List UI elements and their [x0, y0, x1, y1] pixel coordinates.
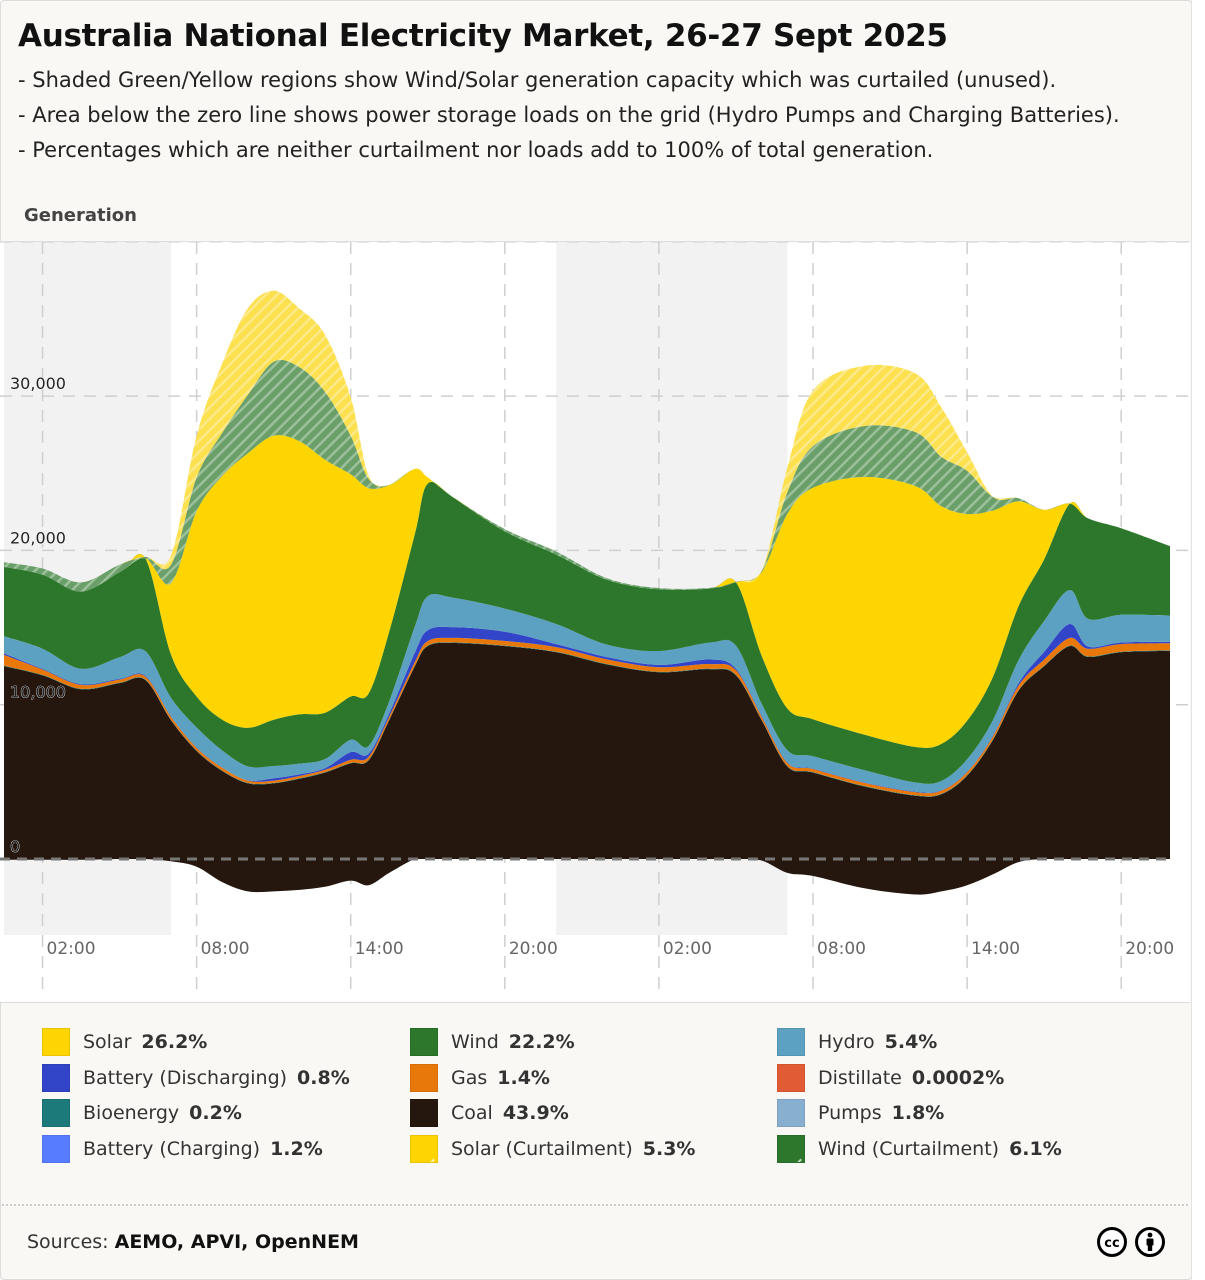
- y-tick-label: 0: [10, 837, 20, 856]
- area-chart: 0 10,000 20,000 30,000 02:00 08:00 14:00 20:00…: [0, 241, 1190, 992]
- legend-swatch: [777, 1063, 805, 1092]
- y-tick-label: 30,000: [10, 374, 66, 393]
- legend-swatch: [777, 1134, 805, 1163]
- x-tick-label: 14:00: [355, 939, 404, 959]
- legend-percentage: 5.4%: [884, 1031, 938, 1053]
- area-wind: [4, 481, 1170, 784]
- legend-item[interactable]: Gas 1.4%: [410, 1063, 550, 1092]
- legend-item[interactable]: Coal 43.9%: [410, 1099, 569, 1127]
- hatch-mark-icon: [793, 1158, 802, 1162]
- legend-item[interactable]: Battery (Charging) 1.2%: [42, 1134, 323, 1163]
- legend-swatch: [777, 1099, 805, 1127]
- legend-swatch: [410, 1063, 438, 1092]
- svg-text:cc: cc: [1104, 1236, 1119, 1251]
- legend-label: Battery (Charging): [83, 1137, 261, 1160]
- legend-percentage: 0.2%: [189, 1102, 242, 1124]
- legend-percentage: 43.9%: [502, 1102, 569, 1124]
- legend-label: Hydro: [818, 1031, 875, 1053]
- hatch-mark-icon: [426, 1158, 435, 1162]
- footer-divider: [2, 1204, 1188, 1206]
- legend-item[interactable]: Wind (Curtailment) 6.1%: [777, 1134, 1062, 1163]
- area-gas: [4, 637, 1170, 797]
- legend-label: Gas: [451, 1066, 488, 1089]
- legend-item[interactable]: Wind 22.2%: [410, 1028, 575, 1056]
- area-solar: [4, 435, 1170, 748]
- legend-item[interactable]: Hydro 5.4%: [777, 1028, 937, 1056]
- legend-label: Solar (Curtailment): [451, 1137, 633, 1160]
- legend-swatch: [42, 1099, 70, 1127]
- sources-label: Sources:: [27, 1231, 109, 1253]
- legend-swatch: [410, 1099, 438, 1127]
- sources-line: Sources: AEMO, APVI, OpenNEM: [27, 1231, 359, 1253]
- legend-label: Coal: [451, 1102, 493, 1124]
- legend-swatch: [410, 1134, 438, 1163]
- legend-percentage: 1.2%: [270, 1137, 323, 1160]
- sources-value: AEMO, APVI, OpenNEM: [114, 1231, 359, 1253]
- legend-label: Pumps: [818, 1102, 882, 1124]
- legend-item[interactable]: Bioenergy 0.2%: [42, 1099, 242, 1127]
- legend-percentage: 26.2%: [141, 1031, 208, 1053]
- y-tick-label: 10,000: [10, 683, 66, 702]
- x-tick-label: 02:00: [47, 939, 96, 959]
- note-percentages: - Percentages which are neither curtailm…: [18, 138, 934, 162]
- x-tick-label: 20:00: [1125, 939, 1174, 959]
- note-loads: - Area below the zero line shows power s…: [18, 103, 1120, 127]
- x-tick-label: 20:00: [509, 939, 558, 959]
- area-wind-curtailment: [4, 359, 1170, 592]
- legend-percentage: 22.2%: [508, 1031, 575, 1053]
- attribution-icon[interactable]: [1134, 1226, 1166, 1258]
- legend-label: Bioenergy: [83, 1102, 180, 1124]
- legend-percentage: 0.0002%: [911, 1066, 1005, 1089]
- legend-item[interactable]: Pumps 1.8%: [777, 1099, 944, 1127]
- legend-swatch: [777, 1028, 805, 1056]
- legend-percentage: 1.4%: [497, 1066, 550, 1089]
- legend-label: Wind: [451, 1031, 499, 1053]
- chart-title: Australia National Electricity Market, 2…: [18, 18, 948, 54]
- legend-swatch: [42, 1134, 70, 1163]
- legend-item[interactable]: Distillate 0.0002%: [777, 1063, 1005, 1092]
- legend-item[interactable]: Solar 26.2%: [42, 1028, 207, 1056]
- y-tick-label: 20,000: [10, 528, 66, 547]
- area-battery-discharging: [4, 623, 1170, 794]
- legend-label: Distillate: [818, 1066, 902, 1089]
- legend-item[interactable]: Battery (Discharging) 0.8%: [42, 1063, 350, 1092]
- x-tick-label: 08:00: [817, 939, 866, 959]
- legend-label: Wind (Curtailment): [818, 1137, 1000, 1160]
- legend-swatch: [42, 1063, 70, 1092]
- legend-percentage: 5.3%: [642, 1137, 696, 1160]
- legend-percentage: 6.1%: [1009, 1137, 1062, 1160]
- x-tick-label: 14:00: [971, 939, 1020, 959]
- y-axis-title: Generation: [24, 205, 137, 226]
- legend-label: Battery (Discharging): [83, 1066, 288, 1089]
- note-curtailment: - Shaded Green/Yellow regions show Wind/…: [18, 68, 1057, 92]
- x-tick-label: 02:00: [663, 939, 712, 959]
- legend-swatch: [42, 1028, 70, 1056]
- area-solar-curtailment: [4, 290, 1170, 589]
- creative-commons-icon[interactable]: cc: [1096, 1226, 1128, 1258]
- legend-percentage: 1.8%: [891, 1102, 945, 1124]
- plot-area: 0 10,000 20,000 30,000 02:00 08:00 14:00 20:00…: [0, 241, 1190, 1003]
- legend-percentage: 0.8%: [297, 1066, 350, 1089]
- x-tick-label: 08:00: [201, 939, 250, 959]
- legend-label: Solar: [83, 1031, 132, 1053]
- area-loads: [4, 857, 1170, 895]
- legend-swatch: [410, 1028, 438, 1056]
- area-hydro: [4, 590, 1170, 793]
- page-scrollbar[interactable]: [1191, 0, 1205, 1280]
- area-coal: [4, 642, 1170, 859]
- legend-item[interactable]: Solar (Curtailment) 5.3%: [410, 1134, 696, 1163]
